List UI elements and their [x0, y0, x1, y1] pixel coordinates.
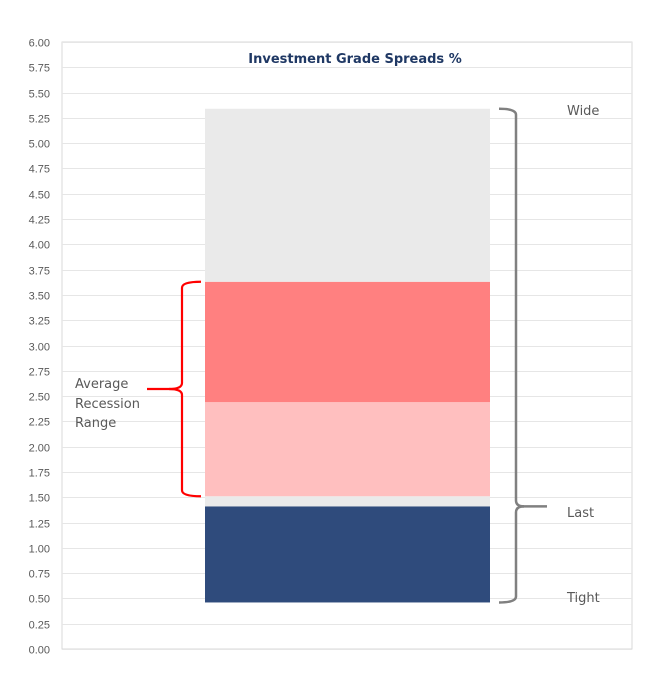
y-tick-label: 4.75	[29, 164, 50, 176]
y-tick-label: 5.00	[29, 139, 50, 151]
y-tick-label: 2.00	[29, 443, 50, 455]
brackets	[147, 107, 547, 604]
y-tick-label: 1.00	[29, 544, 50, 556]
wide-label: Wide	[567, 104, 599, 119]
y-tick-label: 0.50	[29, 594, 50, 606]
y-tick-label: 5.50	[29, 89, 50, 101]
y-tick-label: 5.25	[29, 114, 50, 126]
y-tick-label: 2.75	[29, 367, 50, 379]
y-tick-label: 0.75	[29, 569, 50, 581]
range-segment-2	[205, 402, 490, 497]
recession-label-line-1: Average	[75, 377, 128, 392]
y-tick-label: 4.00	[29, 240, 50, 252]
range-segment-3	[205, 281, 490, 403]
y-tick-label: 6.00	[29, 38, 50, 50]
y-tick-label: 3.50	[29, 291, 50, 303]
y-tick-label: 2.25	[29, 417, 50, 429]
y-tick-label: 3.75	[29, 266, 50, 278]
y-tick-label: 4.50	[29, 190, 50, 202]
bars	[205, 108, 490, 603]
y-tick-label: 3.00	[29, 342, 50, 354]
tight-label: Tight	[566, 591, 600, 606]
chart-title: Investment Grade Spreads %	[248, 52, 461, 67]
range-segment-4	[205, 108, 490, 282]
y-tick-label: 4.25	[29, 215, 50, 227]
recession-label-line-2: Recession	[75, 397, 140, 412]
y-axis: 0.00 0.25 0.50 0.75 1.00 1.25 1.50 1.75 2.00 2.25…	[29, 38, 50, 657]
y-tick-label: 1.50	[29, 493, 50, 505]
y-tick-label: 3.25	[29, 316, 50, 328]
y-tick-label: 0.25	[29, 620, 50, 632]
recession-label-line-3: Range	[75, 416, 116, 431]
y-tick-label: 0.00	[29, 645, 50, 657]
range-segment-1	[205, 496, 490, 507]
last-tight-bracket	[498, 505, 525, 604]
y-tick-label: 2.50	[29, 392, 50, 404]
y-tick-label: 1.75	[29, 468, 50, 480]
range-segment-0	[205, 506, 490, 603]
last-label: Last	[567, 506, 594, 521]
y-tick-label: 1.25	[29, 519, 50, 531]
y-tick-label: 5.75	[29, 63, 50, 75]
